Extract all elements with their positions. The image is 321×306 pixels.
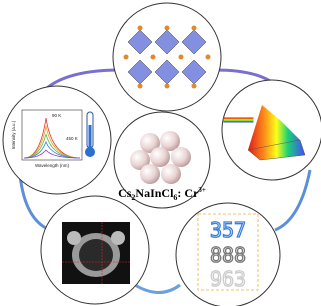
digits-blue: 357 <box>210 218 246 242</box>
digits-gray: 888 <box>210 243 246 267</box>
label-part: NaInCl <box>135 186 174 200</box>
y-axis-label: Intensity (a.u.) <box>11 120 16 149</box>
compound-label: Cs2NaInCl6: Cr3+ <box>118 186 206 202</box>
low-temp-label: 90 K <box>52 113 61 118</box>
x-axis-label: Wavelength (nm) <box>35 163 70 168</box>
label-superscript: 3+ <box>198 186 206 194</box>
imaging-panel <box>62 222 130 284</box>
high-temp-label: 450 K <box>66 136 78 141</box>
crystal-circle <box>113 3 221 111</box>
graphical-abstract: Intensity (a.u.) Wavelength (nm) 90 K 45… <box>0 0 321 306</box>
spectrum-circle <box>3 86 111 194</box>
label-part: : Cr <box>177 186 199 200</box>
label-part: Cs <box>118 186 132 200</box>
digits-faded: 963 <box>210 267 246 291</box>
